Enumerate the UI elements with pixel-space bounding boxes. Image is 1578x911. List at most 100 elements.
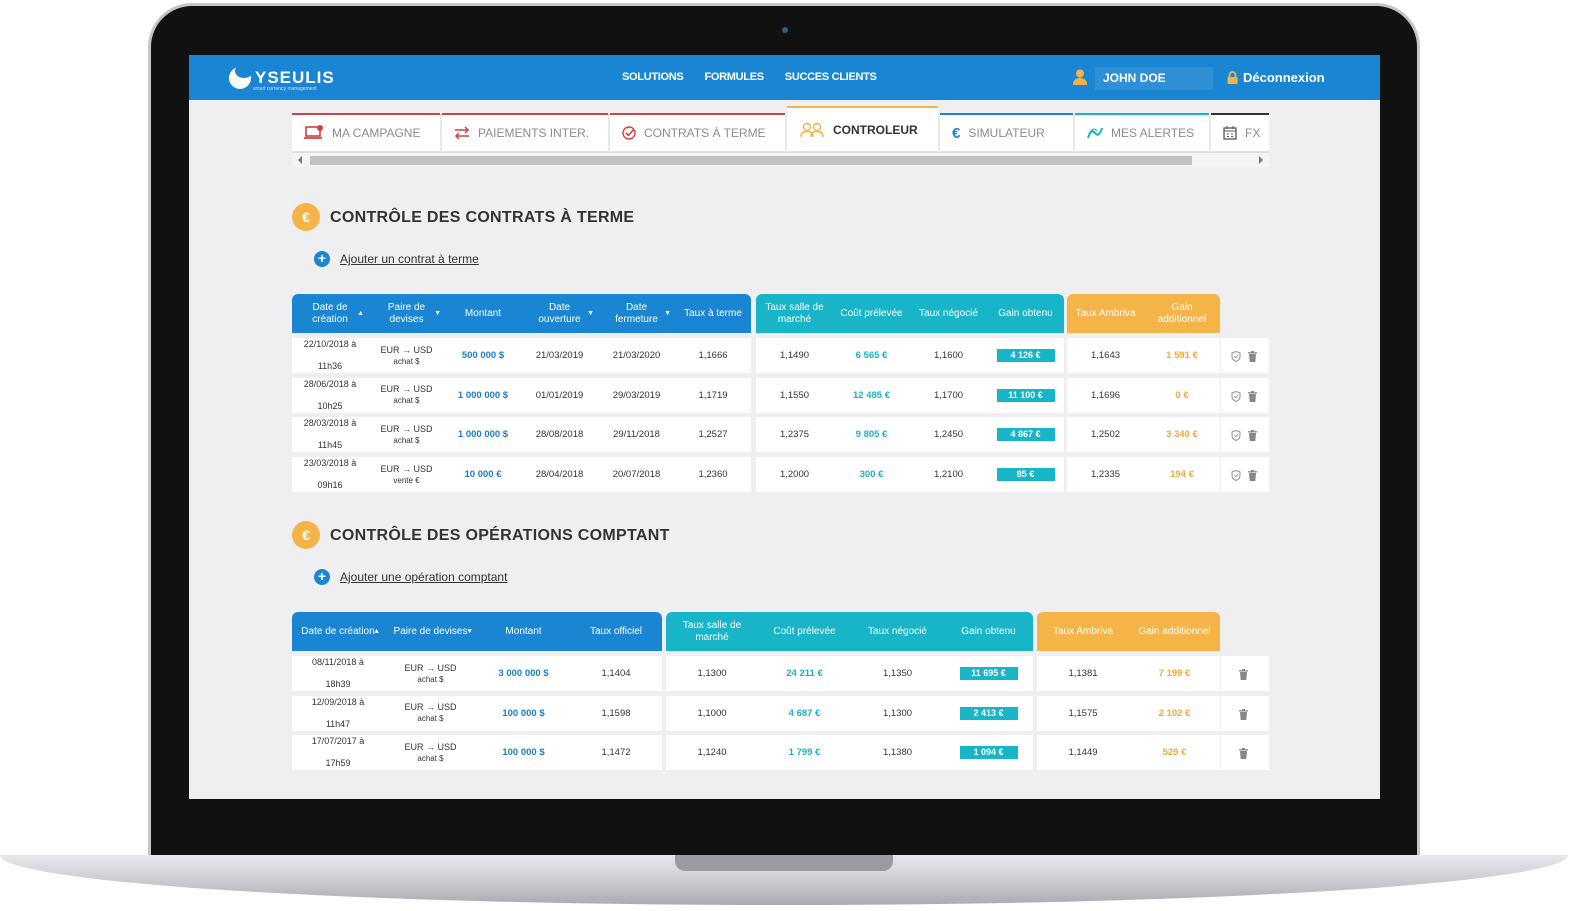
column-header[interactable]: Date ouverture ▼ <box>521 294 598 333</box>
nav-formules[interactable]: FORMULES <box>704 71 764 83</box>
column-header-label: Paire de devises <box>387 301 426 325</box>
table-row <box>292 735 662 771</box>
user-name[interactable]: JOHN DOE <box>1095 67 1213 90</box>
scroll-left-arrow-icon[interactable] <box>298 156 302 164</box>
column-header-label: Gain additionnel <box>1157 301 1207 325</box>
column-header[interactable]: Gain additionnel <box>1129 612 1220 651</box>
column-header-label: Taux Ambriva <box>1052 625 1114 637</box>
cell-extra: 0 € <box>1175 389 1189 401</box>
column-header[interactable]: Gain obtenu <box>944 612 1033 651</box>
table-cell: 10 000 € <box>445 457 521 492</box>
column-header[interactable]: Taux officiel <box>570 612 662 651</box>
column-header[interactable]: Taux salle de marché <box>756 294 833 333</box>
column-header-label: Taux à terme <box>684 307 742 319</box>
table-cell: 1,1000 <box>666 696 758 731</box>
logout-button[interactable]: Déconnexion <box>1227 70 1325 85</box>
table-cell: 1,1600 <box>910 338 987 373</box>
column-header[interactable]: Taux salle de marché <box>666 612 758 651</box>
tab-ma-campagne[interactable]: MA CAMPAGNE <box>292 113 440 151</box>
cell-pair: EUR → USD <box>404 741 457 752</box>
column-header[interactable]: Montant <box>445 294 521 333</box>
scroll-right-arrow-icon[interactable] <box>1259 156 1263 164</box>
tab-paiements-inter[interactable]: PAIEMENTS INTER. <box>442 113 608 151</box>
cell-rate: 1,2527 <box>698 429 728 441</box>
table-cell: 28/06/2018 à 10h25 <box>292 378 368 413</box>
sort-desc-icon[interactable]: ▼ <box>434 310 441 317</box>
column-header[interactable]: Paire de devises ▼ <box>384 612 477 651</box>
column-header-label: Coût prélevée <box>840 307 903 319</box>
column-header[interactable]: Montant <box>477 612 570 651</box>
sort-asc-icon[interactable]: ▲ <box>357 310 364 317</box>
table-cell: 12 485 € <box>833 378 910 413</box>
cell-extra: 3 340 € <box>1166 429 1198 441</box>
cell-close: 20/07/2018 <box>612 469 661 481</box>
column-header[interactable]: Gain additionnel <box>1144 294 1220 333</box>
sort-desc-icon[interactable]: ▼ <box>466 628 473 635</box>
tab-simulateur[interactable]: € SIMULATEUR <box>940 113 1073 151</box>
cell-market: 1,1490 <box>779 350 810 361</box>
tab-bar: MA CAMPAGNE PAIEMENTS INTER. CONTRATS À … <box>292 106 1269 152</box>
add-operation-link[interactable]: + Ajouter une opération comptant <box>314 569 507 585</box>
sort-asc-icon[interactable]: ▲ <box>373 628 380 635</box>
nav-solutions[interactable]: SOLUTIONS <box>622 71 684 83</box>
trash-icon[interactable] <box>1239 667 1248 685</box>
column-header[interactable]: Taux Ambriva <box>1067 294 1144 333</box>
scroll-thumb[interactable] <box>310 156 1192 165</box>
cell-open: 28/08/2018 <box>535 429 584 441</box>
table-cell: 4 867 € <box>987 417 1064 452</box>
shield-icon[interactable] <box>1231 389 1241 407</box>
cell-open: 01/01/2019 <box>535 389 584 401</box>
cell-pair: EUR → USD <box>380 463 433 474</box>
trash-icon[interactable] <box>1239 707 1248 725</box>
shield-icon[interactable] <box>1231 468 1241 486</box>
tab-fx[interactable]: FX <box>1211 113 1269 151</box>
logo[interactable]: YSEULIS smart currency management <box>229 64 335 92</box>
cell-amount: 3 000 000 $ <box>498 668 549 679</box>
column-header[interactable]: Taux négocié <box>851 612 944 651</box>
column-header[interactable]: Date de création ▲ <box>292 294 368 333</box>
trash-icon[interactable] <box>1248 428 1257 446</box>
trash-icon[interactable] <box>1248 468 1257 486</box>
column-header[interactable]: Paire de devises ▼ <box>368 294 445 333</box>
trash-icon[interactable] <box>1248 349 1257 367</box>
table-cell: 1,1719 <box>675 378 751 413</box>
add-contract-link[interactable]: + Ajouter un contrat à terme <box>314 251 479 267</box>
cell-amount: 10 000 € <box>464 469 502 481</box>
trash-icon[interactable] <box>1239 746 1248 764</box>
header-group <box>292 612 662 651</box>
column-header[interactable]: Date de création ▲ <box>292 612 384 651</box>
tab-controleur[interactable]: CONTROLEUR <box>787 106 938 151</box>
add-contract-label: Ajouter un contrat à terme <box>340 252 479 266</box>
plus-icon: + <box>314 569 330 585</box>
trash-icon[interactable] <box>1248 389 1257 407</box>
column-header[interactable]: Gain obtenu <box>987 294 1064 333</box>
sort-desc-icon[interactable]: ▼ <box>664 310 671 317</box>
cell-open: 21/03/2019 <box>535 350 584 361</box>
cell-ambriva: 1,2335 <box>1090 469 1121 481</box>
nav-succes-clients[interactable]: SUCCES CLIENTS <box>784 71 877 83</box>
cell-direction: achat $ <box>417 753 444 763</box>
tabs-scrollbar[interactable] <box>292 152 1269 167</box>
column-header[interactable]: Date fermeture ▼ <box>598 294 675 333</box>
cell-direction: vente € <box>393 475 420 485</box>
column-header[interactable]: Coût prélevée <box>758 612 851 651</box>
column-header-label: Date fermeture <box>615 301 658 325</box>
cell-ambriva: 1,1643 <box>1090 350 1121 361</box>
table-cell: 1,1666 <box>675 338 751 373</box>
column-header[interactable]: Coût prélevée <box>833 294 910 333</box>
tab-mes-alertes[interactable]: MES ALERTES <box>1075 113 1209 151</box>
column-header[interactable]: Taux négocié <box>910 294 987 333</box>
cell-amount: 1 000 000 $ <box>457 429 509 441</box>
cell-cost: 9 805 € <box>855 429 888 441</box>
sort-desc-icon[interactable]: ▼ <box>587 310 594 317</box>
shield-icon[interactable] <box>1231 349 1241 367</box>
table-cell: 1 799 € <box>758 735 851 770</box>
shield-icon[interactable] <box>1231 428 1241 446</box>
logo-text: YSEULIS <box>255 68 335 87</box>
tab-contrats-a-terme[interactable]: CONTRATS À TERME <box>610 113 785 151</box>
column-header[interactable]: Taux à terme <box>675 294 751 333</box>
column-header[interactable]: Taux Ambriva <box>1037 612 1129 651</box>
cell-official: 1,1404 <box>601 668 631 679</box>
logout-label: Déconnexion <box>1243 70 1325 85</box>
row-actions-bg <box>1221 417 1269 453</box>
